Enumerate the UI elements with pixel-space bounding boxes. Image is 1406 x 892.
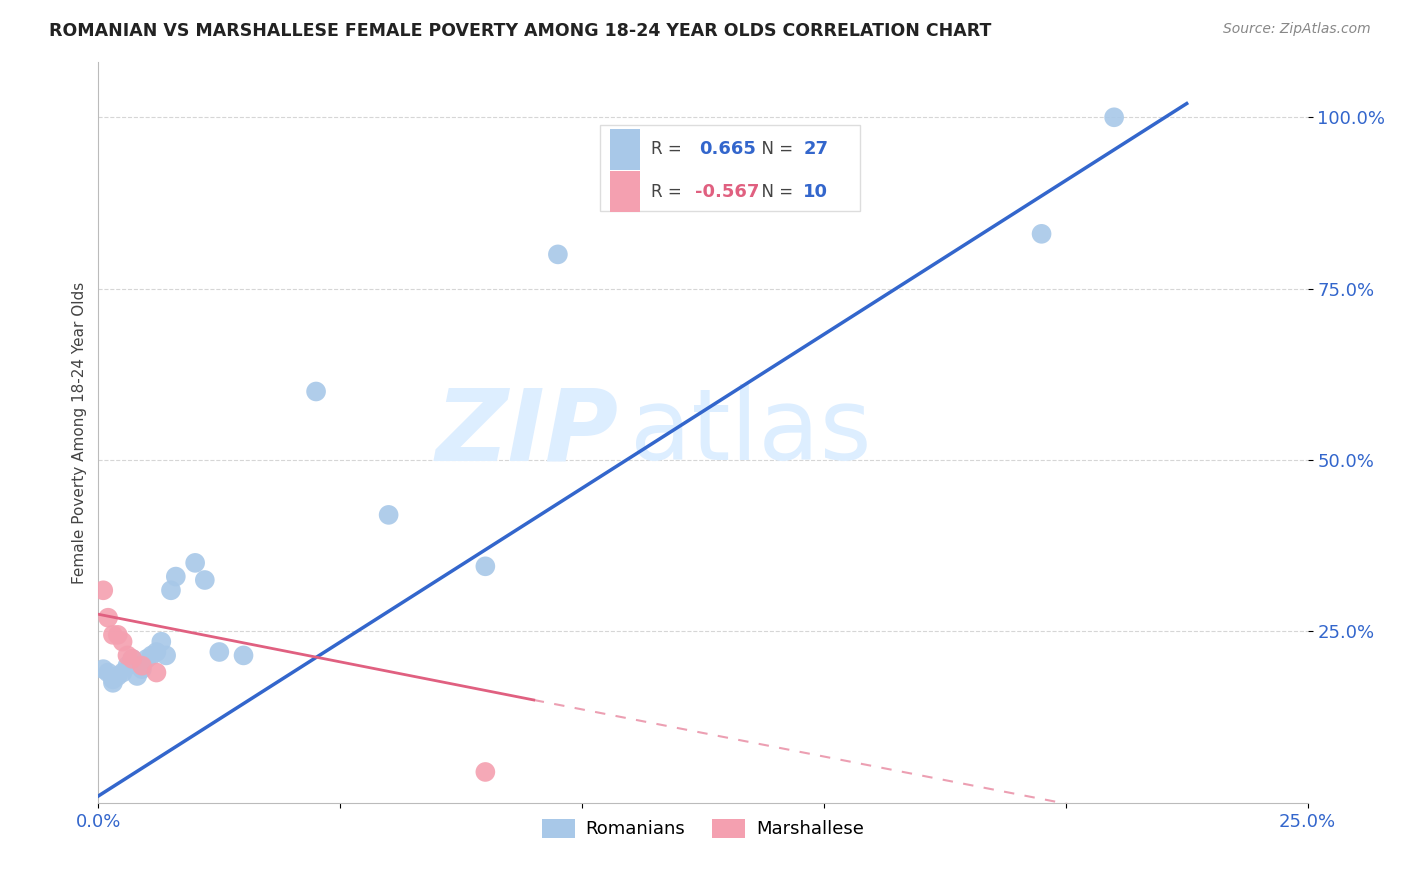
- Text: Source: ZipAtlas.com: Source: ZipAtlas.com: [1223, 22, 1371, 37]
- Point: [91, 662, 114, 676]
- Point: [107, 669, 129, 683]
- Point: [111, 634, 134, 648]
- Point: [547, 247, 569, 261]
- Point: [184, 556, 207, 570]
- Point: [194, 573, 217, 587]
- Point: [91, 583, 114, 598]
- Text: 10: 10: [803, 183, 828, 201]
- Point: [145, 665, 167, 680]
- Text: R =: R =: [651, 183, 688, 201]
- Point: [145, 645, 167, 659]
- Text: ROMANIAN VS MARSHALLESE FEMALE POVERTY AMONG 18-24 YEAR OLDS CORRELATION CHART: ROMANIAN VS MARSHALLESE FEMALE POVERTY A…: [49, 22, 991, 40]
- Text: R =: R =: [651, 140, 688, 158]
- Text: N =: N =: [751, 183, 799, 201]
- Point: [97, 665, 120, 680]
- Text: ZIP: ZIP: [436, 384, 619, 481]
- Point: [127, 669, 149, 683]
- Point: [232, 648, 254, 663]
- Point: [101, 676, 124, 690]
- Point: [160, 583, 183, 598]
- Point: [117, 648, 139, 663]
- Point: [97, 610, 120, 624]
- Point: [155, 648, 177, 663]
- Point: [101, 673, 124, 687]
- Point: [474, 764, 496, 779]
- Point: [121, 652, 143, 666]
- Text: 27: 27: [803, 140, 828, 158]
- Point: [121, 652, 143, 666]
- Point: [165, 569, 187, 583]
- Point: [141, 648, 163, 663]
- Point: [111, 665, 134, 680]
- Point: [107, 628, 129, 642]
- Text: 0.665: 0.665: [699, 140, 756, 158]
- Point: [305, 384, 328, 399]
- Legend: Romanians, Marshallese: Romanians, Marshallese: [536, 812, 870, 846]
- Text: N =: N =: [751, 140, 799, 158]
- Text: -0.567: -0.567: [695, 183, 759, 201]
- FancyBboxPatch shape: [610, 128, 640, 169]
- FancyBboxPatch shape: [610, 171, 640, 212]
- Point: [1031, 227, 1053, 241]
- Text: atlas: atlas: [630, 384, 872, 481]
- Point: [474, 559, 496, 574]
- Point: [150, 634, 173, 648]
- Point: [131, 662, 153, 676]
- FancyBboxPatch shape: [600, 126, 860, 211]
- Point: [1102, 110, 1125, 124]
- Point: [131, 658, 153, 673]
- Point: [117, 658, 139, 673]
- Y-axis label: Female Poverty Among 18-24 Year Olds: Female Poverty Among 18-24 Year Olds: [72, 282, 87, 583]
- Point: [377, 508, 399, 522]
- Point: [101, 628, 124, 642]
- Point: [135, 652, 157, 666]
- Point: [208, 645, 231, 659]
